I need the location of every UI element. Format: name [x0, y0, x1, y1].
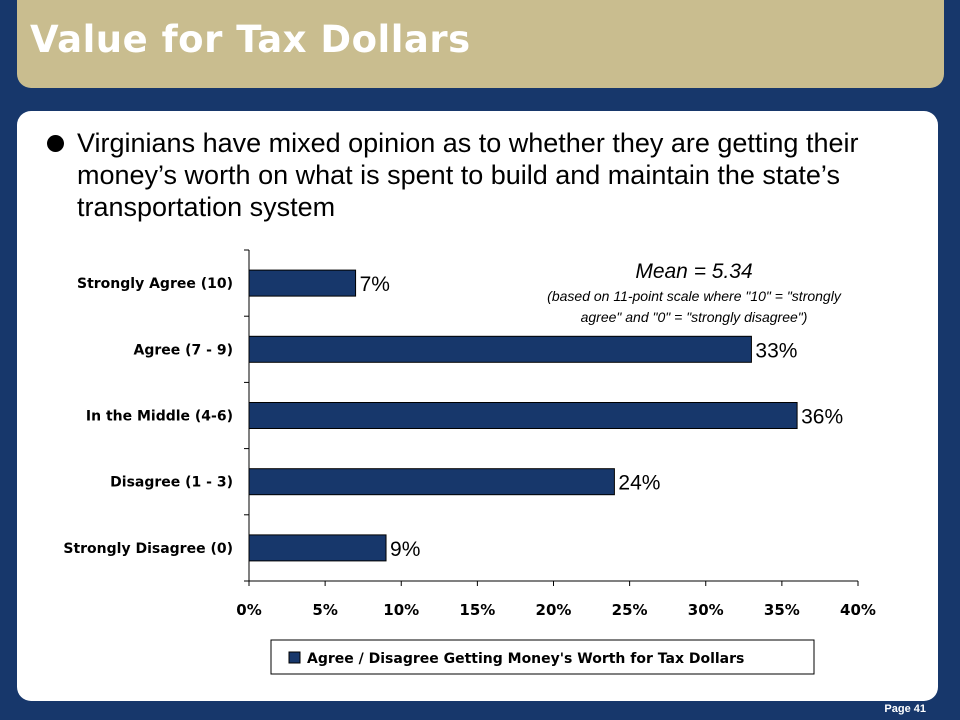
- x-tick-label: 25%: [612, 601, 648, 619]
- x-tick-label: 5%: [312, 601, 337, 619]
- category-label: Agree (7 - 9): [134, 342, 233, 358]
- legend-swatch: [288, 651, 301, 664]
- legend-box: [270, 639, 815, 675]
- bullet-icon: [47, 135, 64, 152]
- category-label: Strongly Agree (10): [77, 276, 233, 292]
- chart-category-labels: Strongly Agree (10) Agree (7 - 9) In the M…: [63, 276, 233, 557]
- bar: [248, 534, 387, 562]
- scale-note-line2: agree" and "0" = "strongly disagree"): [581, 309, 808, 325]
- bar: [248, 468, 615, 496]
- bullet-text: Virginians have mixed opinion as to whet…: [77, 128, 859, 222]
- bar-value-label: 36%: [801, 406, 843, 429]
- bar: [248, 269, 357, 297]
- x-tick-label: 15%: [459, 601, 495, 619]
- bar-value-label: 33%: [755, 339, 797, 362]
- bar: [248, 402, 798, 429]
- chart-bars: [248, 269, 798, 562]
- x-tick-label: 30%: [688, 601, 724, 619]
- category-label: Strongly Disagree (0): [63, 541, 233, 557]
- bar-value-label: 9%: [390, 538, 420, 561]
- page-number: Page 41: [884, 703, 926, 715]
- x-tick-label: 40%: [840, 601, 876, 619]
- legend-label: Agree / Disagree Getting Money's Worth f…: [307, 651, 744, 667]
- mean-label: Mean = 5.34: [635, 260, 752, 283]
- x-tick-label: 10%: [383, 601, 419, 619]
- bar-value-label: 7%: [360, 273, 390, 296]
- scale-note-line1: (based on 11-point scale where "10" = "s…: [547, 288, 842, 304]
- slide-title: Value for Tax Dollars: [30, 18, 471, 61]
- chart-annotation: Mean = 5.34 (based on 11-point scale wher…: [547, 260, 842, 325]
- chart-legend: Agree / Disagree Getting Money's Worth f…: [270, 639, 815, 675]
- x-tick-label: 0%: [236, 601, 261, 619]
- x-tick-label: 20%: [536, 601, 572, 619]
- chart-x-ticks: 0% 5% 10% 15% 20% 25% 30% 35% 40%: [236, 581, 876, 619]
- title-bar: [17, 0, 944, 88]
- chart-value-labels: 7% 33% 36% 24% 9%: [360, 273, 844, 561]
- x-tick-label: 35%: [764, 601, 800, 619]
- bar: [248, 335, 752, 363]
- bar-value-label: 24%: [618, 472, 660, 495]
- category-label: In the Middle (4-6): [86, 409, 233, 425]
- category-label: Disagree (1 - 3): [110, 475, 233, 491]
